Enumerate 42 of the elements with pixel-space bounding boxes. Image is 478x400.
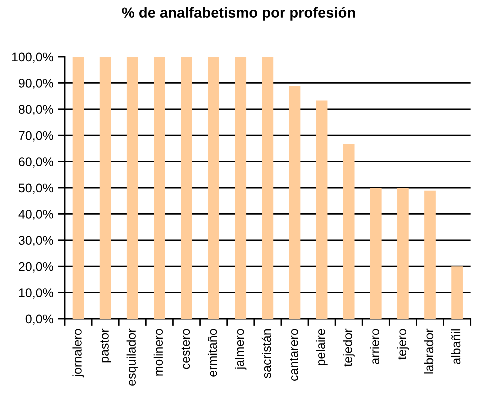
chart-title: % de analfabetismo por profesión <box>122 7 356 21</box>
y-tick-label: 50,0% <box>18 184 54 194</box>
y-tick-label: 10,0% <box>19 288 54 299</box>
x-tick-label: molinero <box>154 329 164 376</box>
bar <box>72 57 84 319</box>
bar <box>316 100 328 319</box>
x-tick-label: labrador <box>424 328 434 374</box>
bar <box>343 144 355 319</box>
x-tick-label: ermitaño <box>208 329 218 377</box>
y-tick-label: 70,0% <box>19 131 54 142</box>
bar <box>370 188 382 319</box>
y-tick-label: 100,0% <box>12 52 54 64</box>
bar <box>398 188 409 319</box>
y-tick-label: 20,0% <box>19 262 54 273</box>
y-tick-label: 30,0% <box>18 236 54 247</box>
y-tick-label: 60,0% <box>19 158 54 168</box>
bar <box>126 57 138 319</box>
bar <box>181 57 192 319</box>
x-tick-label: cestero <box>182 329 190 370</box>
bar <box>262 57 274 319</box>
bar <box>289 86 301 319</box>
x-tick-label: albañil <box>451 330 461 364</box>
y-tick-label: 90,0% <box>19 79 54 90</box>
bar <box>424 190 436 319</box>
x-tick-label: arriero <box>370 329 380 364</box>
bar <box>452 266 463 319</box>
x-tick-label: pastor <box>100 328 112 363</box>
x-tick-label: jornalero <box>72 329 84 378</box>
x-tick-label: jalmero <box>235 329 247 370</box>
x-tick-label: pelaire <box>316 329 328 366</box>
bar <box>100 57 112 319</box>
x-tick-label: tejedor <box>343 328 355 367</box>
x-tick-label: esquilador <box>126 328 138 386</box>
bar <box>154 57 166 319</box>
bar <box>208 57 220 319</box>
x-tick-label: sacristán <box>262 330 272 378</box>
y-tick-label: 0,0% <box>26 314 54 326</box>
x-tick-label: tejero <box>397 329 410 360</box>
x-tick-label: cantarero <box>290 329 298 381</box>
y-tick-label: 40,0% <box>18 210 54 220</box>
bar <box>235 57 247 319</box>
y-tick-label: 80,0% <box>19 105 54 116</box>
